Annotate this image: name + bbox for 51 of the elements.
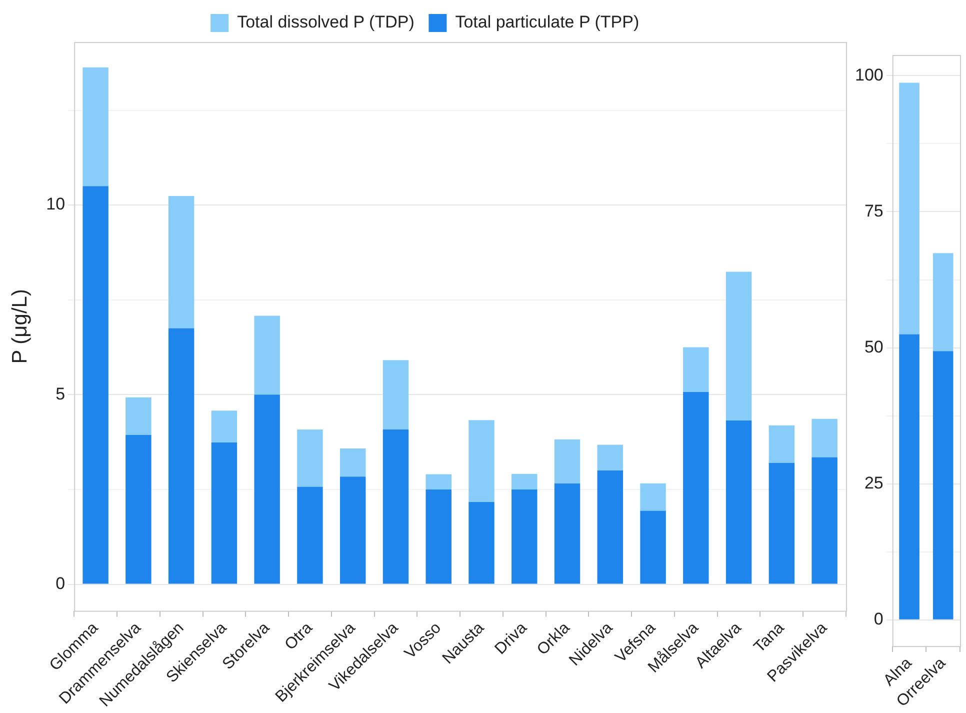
bar [899,334,920,620]
bar [382,360,409,430]
bar [597,444,624,470]
bar [468,502,494,584]
bar [168,328,194,584]
legend-label: Total particulate P (TPP) [455,12,640,32]
bar [82,67,108,186]
bar [254,394,280,584]
bar [340,476,366,584]
bar [554,439,580,484]
bar [168,196,194,328]
bar [340,448,366,477]
bar [554,483,580,584]
y-tick-label: 0 [874,610,884,629]
bar [683,347,709,392]
bar [899,82,920,334]
bar [683,392,709,584]
bar [512,489,538,584]
bar [812,457,838,584]
bar [297,430,323,487]
y-tick-label: 10 [46,194,66,214]
bar [426,474,452,490]
bar [211,410,238,442]
bar [640,510,666,584]
bar [126,397,152,435]
bar [932,253,954,352]
bar [468,420,494,502]
bar [211,442,238,584]
y-axis-title: P (μg/L) [8,289,32,364]
bar [768,462,795,584]
bar [726,420,752,584]
bar [812,418,838,458]
bar [768,425,795,463]
bar [597,470,624,584]
bar [254,316,280,395]
legend-label: Total dissolved P (TDP) [237,12,414,32]
bar [512,474,538,490]
bar [726,272,752,420]
y-tick-label: 75 [864,201,884,220]
y-tick-label: 25 [864,474,884,493]
y-tick-label: 0 [56,574,66,593]
bar [382,430,409,584]
y-tick-label: 50 [864,337,884,356]
bar [640,483,666,511]
y-tick-label: 5 [56,384,66,404]
bar [82,186,108,584]
y-tick-label: 100 [854,65,884,84]
bar [126,434,152,584]
bar [297,486,323,584]
bar [426,489,452,584]
bar [932,351,954,620]
